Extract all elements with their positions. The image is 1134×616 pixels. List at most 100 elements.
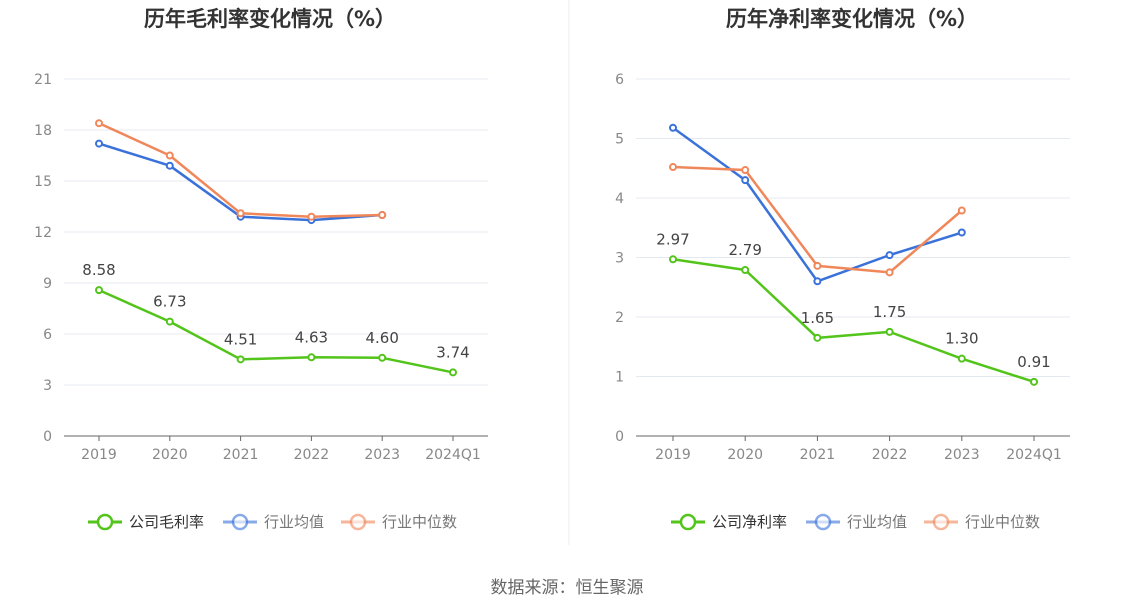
y-tick-label: 4 bbox=[615, 191, 624, 207]
net-margin-chart: 历年净利率变化情况（%） 0 1 2 3 4 5 6 2019 2020 2021 2022 2023… bbox=[615, 7, 1070, 531]
data-point-company[interactable] bbox=[449, 368, 457, 377]
data-point-industry-median[interactable] bbox=[813, 261, 822, 270]
data-point-industry-avg[interactable] bbox=[95, 139, 103, 148]
data-point-company[interactable] bbox=[741, 265, 750, 274]
gross-margin-chart: 历年毛利率变化情况（%） 0 3 6 9 12 15 18 21 2019 2020 2021 202… bbox=[34, 7, 488, 531]
data-point-industry-avg[interactable] bbox=[165, 161, 174, 170]
data-point-industry-median[interactable] bbox=[378, 211, 387, 219]
data-label: 3.74 bbox=[436, 343, 469, 361]
x-tick-label: 2019 bbox=[81, 447, 117, 463]
series-line-industry-avg bbox=[98, 142, 383, 222]
data-point-company[interactable] bbox=[813, 333, 822, 342]
data-label: 2.79 bbox=[728, 241, 761, 259]
data-point-company[interactable] bbox=[165, 317, 174, 326]
data-point-company[interactable] bbox=[378, 353, 387, 362]
data-point-industry-median[interactable] bbox=[95, 119, 103, 128]
x-tick-label: 2024Q1 bbox=[425, 447, 481, 463]
data-point-company[interactable] bbox=[957, 354, 966, 363]
data-label: 1.65 bbox=[801, 309, 834, 327]
y-tick-label: 0 bbox=[43, 429, 52, 445]
data-label: 4.51 bbox=[224, 330, 257, 348]
legend-label: 公司毛利率 bbox=[129, 513, 204, 531]
data-source-text: 数据来源：恒生聚源 bbox=[491, 578, 644, 598]
legend-swatch-marker bbox=[231, 513, 249, 531]
data-label: 6.73 bbox=[153, 293, 186, 311]
x-tick-label: 2021 bbox=[800, 447, 836, 463]
y-tick-label: 12 bbox=[34, 225, 52, 241]
data-point-industry-median[interactable] bbox=[957, 206, 966, 215]
legend-item[interactable]: 行业均值 bbox=[223, 513, 324, 531]
data-point-industry-avg[interactable] bbox=[885, 251, 894, 260]
legend-swatch-marker bbox=[349, 513, 367, 531]
y-tick-label: 6 bbox=[615, 72, 624, 88]
data-point-industry-median[interactable] bbox=[741, 166, 750, 175]
x-tick-label: 2019 bbox=[655, 447, 691, 463]
y-tick-label: 1 bbox=[615, 370, 624, 386]
x-tick-label: 2021 bbox=[223, 447, 259, 463]
legend-item[interactable]: 公司毛利率 bbox=[88, 513, 204, 531]
data-point-industry-avg[interactable] bbox=[741, 176, 750, 185]
y-tick-label: 6 bbox=[43, 327, 52, 343]
data-point-company[interactable] bbox=[885, 327, 894, 336]
data-label: 4.60 bbox=[365, 329, 398, 347]
data-point-industry-median[interactable] bbox=[669, 163, 677, 172]
x-tick-label: 2022 bbox=[294, 447, 330, 463]
legend[interactable]: 公司毛利率 行业均值 行业中位数 bbox=[88, 513, 457, 531]
x-tick-label: 2023 bbox=[364, 447, 400, 463]
data-label: 1.75 bbox=[873, 303, 906, 321]
data-point-industry-median[interactable] bbox=[236, 209, 245, 218]
legend-swatch-marker bbox=[814, 513, 832, 531]
data-label: 2.97 bbox=[656, 230, 689, 248]
data-point-company[interactable] bbox=[236, 355, 245, 364]
data-point-company[interactable] bbox=[1030, 377, 1038, 386]
x-tick-label: 2022 bbox=[872, 447, 908, 463]
legend-item[interactable]: 行业中位数 bbox=[924, 513, 1040, 531]
legend-label: 行业中位数 bbox=[965, 513, 1040, 531]
legend-swatch-marker bbox=[679, 513, 697, 531]
x-tick-label: 2020 bbox=[152, 447, 188, 463]
legend-label: 行业均值 bbox=[847, 513, 907, 531]
legend[interactable]: 公司净利率 行业均值 行业中位数 bbox=[671, 513, 1040, 531]
series-line-industry-avg bbox=[672, 126, 963, 283]
y-tick-label: 3 bbox=[43, 378, 52, 394]
data-point-industry-median[interactable] bbox=[165, 151, 174, 160]
data-label: 0.91 bbox=[1017, 353, 1050, 371]
y-tick-label: 21 bbox=[34, 72, 52, 88]
series-line-industry-median bbox=[98, 122, 383, 218]
data-label: 4.63 bbox=[295, 328, 328, 346]
data-point-company[interactable] bbox=[95, 286, 103, 295]
y-tick-label: 9 bbox=[43, 276, 52, 292]
x-tick-label: 2024Q1 bbox=[1006, 447, 1062, 463]
legend-label: 公司净利率 bbox=[712, 513, 787, 531]
data-point-industry-avg[interactable] bbox=[669, 123, 677, 132]
data-point-company[interactable] bbox=[669, 255, 677, 264]
legend-item[interactable]: 公司净利率 bbox=[671, 513, 787, 531]
series-line-company bbox=[98, 288, 454, 374]
data-point-industry-median[interactable] bbox=[307, 212, 316, 221]
y-tick-label: 3 bbox=[615, 251, 624, 267]
data-point-industry-median[interactable] bbox=[885, 268, 894, 277]
y-tick-label: 15 bbox=[34, 174, 52, 190]
data-label: 1.30 bbox=[945, 330, 978, 348]
legend-label: 行业均值 bbox=[264, 513, 324, 531]
data-label: 8.58 bbox=[82, 261, 115, 279]
legend-item[interactable]: 行业中位数 bbox=[341, 513, 457, 531]
y-tick-label: 0 bbox=[615, 429, 624, 445]
y-tick-label: 2 bbox=[615, 310, 624, 326]
y-tick-label: 18 bbox=[34, 123, 52, 139]
data-point-industry-avg[interactable] bbox=[957, 228, 966, 237]
legend-item[interactable]: 行业均值 bbox=[806, 513, 907, 531]
legend-swatch-marker bbox=[932, 513, 950, 531]
series-line-industry-median bbox=[672, 165, 963, 274]
legend-label: 行业中位数 bbox=[382, 513, 457, 531]
legend-swatch-marker bbox=[96, 513, 114, 531]
y-tick-label: 5 bbox=[615, 132, 624, 148]
series-line-company bbox=[672, 258, 1035, 384]
x-tick-label: 2023 bbox=[944, 447, 980, 463]
data-point-company[interactable] bbox=[307, 353, 316, 362]
data-point-industry-avg[interactable] bbox=[813, 277, 822, 286]
chart-title: 历年毛利率变化情况（%） bbox=[144, 7, 396, 31]
chart-title: 历年净利率变化情况（%） bbox=[726, 7, 978, 31]
